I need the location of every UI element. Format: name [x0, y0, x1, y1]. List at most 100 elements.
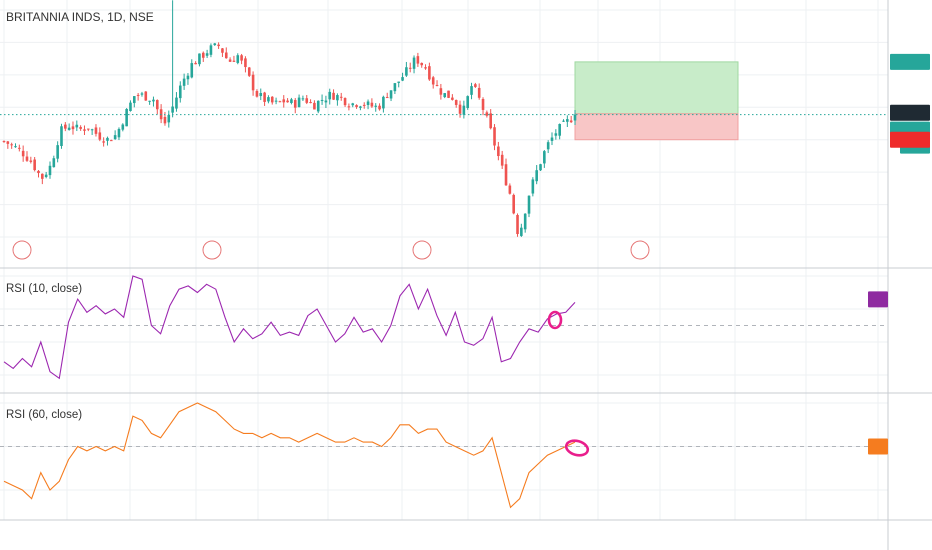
candle-body [489, 113, 492, 129]
candle-body [178, 85, 182, 99]
candle-body [6, 141, 10, 144]
candle-body [270, 96, 274, 103]
candle-body [401, 77, 404, 81]
candle-body [412, 57, 416, 69]
candle-body [155, 100, 159, 110]
candle-body [56, 145, 59, 159]
candle-body [221, 48, 224, 53]
rsi-60-title[interactable]: RSI (60, close) [6, 409, 82, 421]
candle-body [251, 74, 255, 91]
stop-price-tag-bg [890, 131, 930, 148]
candle-body [301, 98, 305, 100]
rsi-10-title[interactable]: RSI (10, close) [6, 283, 82, 295]
candle-body [29, 160, 33, 162]
candle-body [520, 227, 523, 236]
candle-body [44, 174, 48, 177]
position-zones[interactable] [574, 61, 739, 141]
candle-body [52, 158, 56, 168]
candle-body [523, 213, 527, 230]
candle-body [385, 97, 389, 99]
candle-body [470, 86, 473, 95]
candle-body [18, 147, 21, 149]
candle-body [2, 141, 6, 143]
candle-body [550, 137, 554, 141]
candle-body [87, 128, 90, 130]
candle-body [75, 124, 79, 128]
candle-body [186, 75, 190, 80]
candle-body [416, 56, 420, 64]
rsi10-tag-bg [868, 291, 888, 308]
candle-body [481, 98, 485, 110]
candle-body [447, 90, 450, 98]
candle-body [362, 104, 366, 106]
candle-body [293, 100, 297, 108]
candle-body [244, 58, 247, 68]
candle-body [531, 179, 535, 194]
candle-body [458, 104, 462, 114]
candle-body [163, 116, 167, 124]
candle-body [125, 108, 128, 127]
candlestick-series [2, 0, 577, 237]
candle-body [431, 77, 435, 85]
candle-body [316, 100, 320, 112]
candle-body [535, 170, 538, 182]
candle-body [477, 87, 481, 98]
candle-body [167, 115, 171, 123]
entry-price-tag-bg [890, 104, 930, 121]
candle-body [389, 90, 393, 99]
candle-body [366, 101, 370, 105]
rsi-10-line [3, 275, 576, 380]
candle-body [435, 84, 439, 86]
earnings-marker [202, 240, 222, 260]
candle-body [98, 132, 102, 140]
candle-body [443, 93, 447, 98]
candle-body [67, 127, 71, 130]
candle-body [286, 100, 289, 103]
candle-body [194, 62, 197, 65]
candle-body [282, 99, 286, 103]
candle-body [10, 144, 13, 146]
candle-body [113, 135, 117, 140]
candle-body [117, 128, 121, 138]
candle-body [324, 100, 328, 103]
candle-body [213, 43, 217, 46]
rsi-60-line [3, 402, 576, 509]
candle-body [508, 185, 512, 194]
candle-body [543, 151, 546, 164]
candle-body [224, 52, 228, 59]
candle-body [278, 101, 282, 103]
symbol-title[interactable]: BRITANNIA INDS, 1D, NSE [6, 10, 154, 24]
candle-body [41, 173, 44, 179]
candle-body [309, 102, 312, 104]
candle-body [94, 127, 98, 134]
candle-body [370, 102, 374, 107]
candle-body [305, 98, 309, 103]
candle-body [190, 63, 194, 78]
candle-body [497, 146, 500, 157]
candle-body [546, 142, 550, 150]
candle-body [355, 105, 358, 108]
candle-body [462, 105, 466, 115]
candle-body [129, 102, 132, 111]
candle-body [132, 96, 136, 104]
rsi60-tag-bg [868, 438, 888, 455]
candle-body [320, 99, 324, 101]
candle-body [397, 81, 401, 83]
candle-body [274, 100, 278, 102]
candle-body [144, 91, 148, 101]
candle-body [247, 67, 251, 76]
candle-body [201, 52, 205, 58]
candle-body [110, 140, 113, 142]
candle-body [359, 106, 362, 108]
candle-body [500, 154, 504, 166]
candle-body [263, 92, 266, 102]
earnings-markers[interactable] [12, 240, 650, 260]
stop-loss-zone [574, 113, 739, 141]
candle-body [106, 137, 109, 141]
candle-body [539, 164, 542, 171]
candle-body [474, 84, 477, 87]
candle-body [255, 91, 259, 97]
candle-body [516, 214, 519, 235]
candle-body [136, 94, 140, 96]
